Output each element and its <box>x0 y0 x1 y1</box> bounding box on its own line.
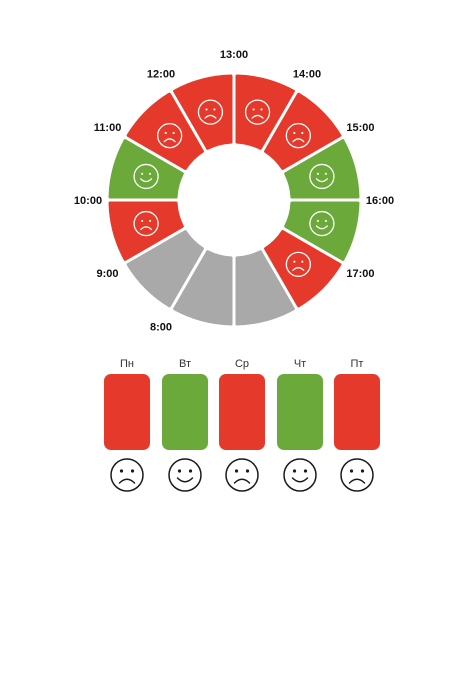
sad-face-icon <box>197 99 224 125</box>
smiley-face-icon <box>283 458 317 492</box>
sad-face-icon <box>157 123 183 149</box>
hour-label: 10:00 <box>74 195 102 207</box>
hour-label: 15:00 <box>346 122 374 134</box>
smiley-face-icon <box>309 163 335 190</box>
hour-segment <box>235 74 295 150</box>
hour-segment <box>284 139 360 199</box>
hour-segment <box>264 230 342 308</box>
hour-segment <box>108 139 184 199</box>
hour-segment <box>126 230 204 308</box>
hour-label: 14:00 <box>293 69 321 81</box>
weekday-label: Ср <box>234 358 250 370</box>
weekday-mood-bar <box>219 374 265 450</box>
weekday-mood-bar <box>162 374 208 450</box>
hour-segment <box>126 92 204 170</box>
hour-label: 9:00 <box>97 268 119 280</box>
hour-segment <box>284 201 360 261</box>
smiley-face-icon <box>168 458 202 492</box>
smiley-face-icon <box>133 163 159 190</box>
sad-face-icon <box>133 210 159 237</box>
hour-segment <box>235 250 295 326</box>
weekday-mood-bar <box>277 374 323 450</box>
sad-face-icon <box>285 123 311 149</box>
sad-face-icon <box>225 458 259 492</box>
hour-segment <box>173 250 233 326</box>
hour-segment <box>108 201 184 261</box>
hour-label: 16:00 <box>366 195 394 207</box>
sad-face-icon <box>340 458 374 492</box>
weekday-label: Пн <box>120 358 134 370</box>
weekday-mood-bar <box>104 374 150 450</box>
smiley-face-icon <box>309 210 335 237</box>
hour-label: 13:00 <box>220 49 248 61</box>
sad-face-icon <box>244 99 271 125</box>
hour-label: 12:00 <box>147 69 175 81</box>
hour-segment <box>173 74 233 150</box>
sad-face-icon <box>285 251 311 277</box>
weekday-mood-bar <box>334 374 380 450</box>
weekday-label: Чт <box>293 358 307 370</box>
sad-face-icon <box>110 458 144 492</box>
hour-label: 11:00 <box>94 122 122 134</box>
weekday-label: Вт <box>178 358 191 370</box>
hour-label: 8:00 <box>150 321 172 333</box>
hourly-mood-ring: 8:00 9:00 10:00 11:00 12:00 13:00 14:00 15:00 16… <box>74 49 394 333</box>
hour-label: 17:00 <box>346 268 374 280</box>
hour-segment <box>264 92 342 170</box>
weekday-label: Пт <box>350 358 364 370</box>
